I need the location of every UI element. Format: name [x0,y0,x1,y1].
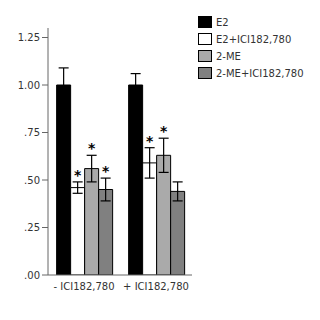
svg-text:.50: .50 [24,175,40,186]
html-text:2-ME+ICI182,780: 2-ME+ICI182,780 [216,67,304,79]
html-text:E2: E2 [216,16,229,28]
svg-text:*: * [88,140,96,156]
svg-text:.75: .75 [24,127,40,138]
svg-text:*: * [160,123,168,139]
svg-text:.25: .25 [24,222,40,233]
svg-text:1.25: 1.25 [18,32,40,43]
svg-text:+ ICI182,780: + ICI182,780 [123,281,189,292]
html-text:E2+ICI182,780: E2+ICI182,780 [216,33,292,45]
svg-text:*: * [102,163,110,179]
svg-text:*: * [146,133,154,149]
html-text:2-ME: 2-ME [216,50,241,62]
svg-text:1.00: 1.00 [18,80,40,91]
svg-text:- ICI182,780: - ICI182,780 [53,281,114,292]
svg-text:*: * [74,167,82,183]
svg-text:.00: .00 [24,270,40,281]
